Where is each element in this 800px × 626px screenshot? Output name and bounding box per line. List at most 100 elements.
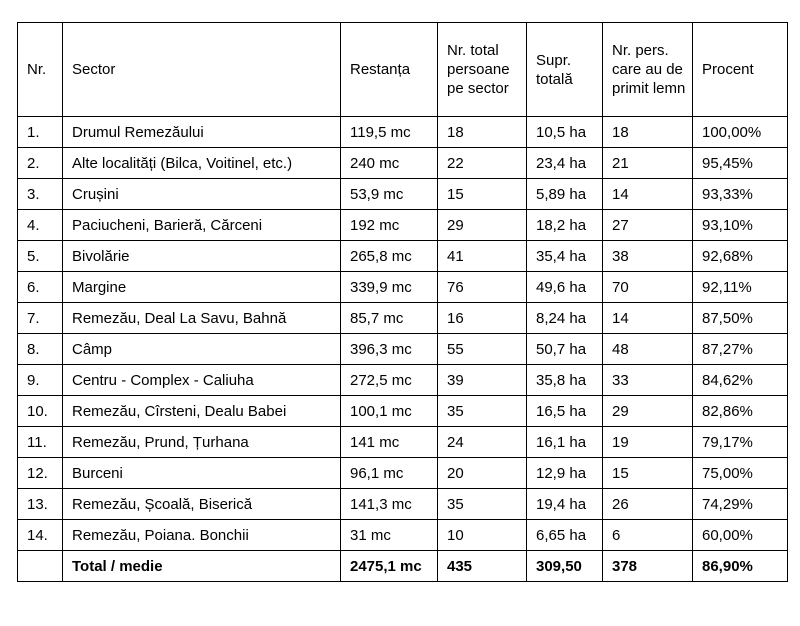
cell-percent: 84,62% bbox=[692, 364, 788, 396]
cell-sector: Bivolărie bbox=[62, 240, 341, 272]
cell-nr: 2. bbox=[17, 147, 63, 179]
header-total-area: Supr. totală bbox=[526, 22, 603, 117]
header-persons-to-receive: Nr. pers. care au de primit lemn bbox=[602, 22, 693, 117]
cell-persons-to-receive: 15 bbox=[602, 457, 693, 489]
cell-sector: Paciucheni, Barieră, Cărceni bbox=[62, 209, 341, 241]
cell-total-persons: 16 bbox=[437, 302, 527, 334]
cell-nr: 12. bbox=[17, 457, 63, 489]
cell-percent: 87,50% bbox=[692, 302, 788, 334]
cell-sector: Remezău, Școală, Biserică bbox=[62, 488, 341, 520]
cell-total-persons: 29 bbox=[437, 209, 527, 241]
header-restanta: Restanța bbox=[340, 22, 438, 117]
cell-total-area: 19,4 ha bbox=[526, 488, 603, 520]
cell-percent: 100,00% bbox=[692, 116, 788, 148]
cell-percent: 82,86% bbox=[692, 395, 788, 427]
cell-restanta: 265,8 mc bbox=[340, 240, 438, 272]
table-row: 12. Burceni 96,1 mc 20 12,9 ha 15 75,00% bbox=[17, 457, 788, 489]
header-percent: Procent bbox=[692, 22, 788, 117]
cell-restanta: 339,9 mc bbox=[340, 271, 438, 303]
cell-total-persons: 22 bbox=[437, 147, 527, 179]
cell-persons-to-receive: 19 bbox=[602, 426, 693, 458]
cell-sector: Remezău, Cîrsteni, Dealu Babei bbox=[62, 395, 341, 427]
cell-total-area: 8,24 ha bbox=[526, 302, 603, 334]
cell-sector: Burceni bbox=[62, 457, 341, 489]
table-row: 5. Bivolărie 265,8 mc 41 35,4 ha 38 92,68% bbox=[17, 240, 788, 272]
cell-persons-to-receive: 33 bbox=[602, 364, 693, 396]
cell-total-persons: 20 bbox=[437, 457, 527, 489]
table-row: 4. Paciucheni, Barieră, Cărceni 192 mc 29 18… bbox=[17, 209, 788, 241]
table-row: 2. Alte localități (Bilca, Voitinel, etc.… bbox=[17, 147, 788, 179]
cell-persons-to-receive: 48 bbox=[602, 333, 693, 365]
cell-total-persons: 15 bbox=[437, 178, 527, 210]
cell-total-persons: 41 bbox=[437, 240, 527, 272]
cell-sector: Crușini bbox=[62, 178, 341, 210]
cell-persons-to-receive: 18 bbox=[602, 116, 693, 148]
cell-percent: 87,27% bbox=[692, 333, 788, 365]
cell-restanta: 31 mc bbox=[340, 519, 438, 551]
cell-percent: 86,90% bbox=[692, 550, 788, 582]
cell-total-persons: 76 bbox=[437, 271, 527, 303]
cell-persons-to-receive: 21 bbox=[602, 147, 693, 179]
cell-total-persons: 18 bbox=[437, 116, 527, 148]
cell-total-persons: 435 bbox=[437, 550, 527, 582]
cell-restanta: 53,9 mc bbox=[340, 178, 438, 210]
cell-restanta: 2475,1 mc bbox=[340, 550, 438, 582]
cell-restanta: 119,5 mc bbox=[340, 116, 438, 148]
cell-sector: Remezău, Prund, Țurhana bbox=[62, 426, 341, 458]
cell-nr: 8. bbox=[17, 333, 63, 365]
cell-sector: Margine bbox=[62, 271, 341, 303]
header-row: Nr. Sector Restanța Nr. total persoane p… bbox=[17, 22, 788, 117]
total-row: Total / medie 2475,1 mc 435 309,50 378 86,90% bbox=[17, 550, 788, 582]
cell-nr: 5. bbox=[17, 240, 63, 272]
cell-nr: 7. bbox=[17, 302, 63, 334]
cell-nr: 10. bbox=[17, 395, 63, 427]
cell-sector: Alte localități (Bilca, Voitinel, etc.) bbox=[62, 147, 341, 179]
cell-percent: 93,10% bbox=[692, 209, 788, 241]
cell-total-persons: 10 bbox=[437, 519, 527, 551]
header-total-persons: Nr. total persoane pe sector bbox=[437, 22, 527, 117]
cell-nr: 9. bbox=[17, 364, 63, 396]
table-row: 1. Drumul Remezăului 119,5 mc 18 10,5 ha 18 10… bbox=[17, 116, 788, 148]
cell-restanta: 240 mc bbox=[340, 147, 438, 179]
cell-total-area: 23,4 ha bbox=[526, 147, 603, 179]
cell-total-area: 5,89 ha bbox=[526, 178, 603, 210]
table-row: 7. Remezău, Deal La Savu, Bahnă 85,7 mc 16 8… bbox=[17, 302, 788, 334]
cell-sector: Remezău, Deal La Savu, Bahnă bbox=[62, 302, 341, 334]
cell-total-persons: 55 bbox=[437, 333, 527, 365]
table-row: 9. Centru - Complex - Caliuha 272,5 mc 39 35… bbox=[17, 364, 788, 396]
cell-restanta: 85,7 mc bbox=[340, 302, 438, 334]
cell-persons-to-receive: 27 bbox=[602, 209, 693, 241]
cell-restanta: 141,3 mc bbox=[340, 488, 438, 520]
table-row: 11. Remezău, Prund, Țurhana 141 mc 24 16,1 h… bbox=[17, 426, 788, 458]
header-nr: Nr. bbox=[17, 22, 63, 117]
cell-persons-to-receive: 29 bbox=[602, 395, 693, 427]
cell-restanta: 96,1 mc bbox=[340, 457, 438, 489]
cell-restanta: 192 mc bbox=[340, 209, 438, 241]
cell-nr: 1. bbox=[17, 116, 63, 148]
cell-total-area: 6,65 ha bbox=[526, 519, 603, 551]
cell-restanta: 141 mc bbox=[340, 426, 438, 458]
sector-table: Nr. Sector Restanța Nr. total persoane p… bbox=[17, 22, 788, 582]
cell-total-area: 309,50 bbox=[526, 550, 603, 582]
cell-total-area: 50,7 ha bbox=[526, 333, 603, 365]
cell-persons-to-receive: 14 bbox=[602, 178, 693, 210]
cell-total-area: 12,9 ha bbox=[526, 457, 603, 489]
cell-total-persons: 35 bbox=[437, 488, 527, 520]
cell-sector: Câmp bbox=[62, 333, 341, 365]
cell-percent: 74,29% bbox=[692, 488, 788, 520]
cell-nr bbox=[17, 550, 63, 582]
cell-nr: 14. bbox=[17, 519, 63, 551]
table-row: 10. Remezău, Cîrsteni, Dealu Babei 100,1 m… bbox=[17, 395, 788, 427]
cell-restanta: 272,5 mc bbox=[340, 364, 438, 396]
cell-nr: 6. bbox=[17, 271, 63, 303]
table-row: 14. Remezău, Poiana. Bonchii 31 mc 10 6,65 h… bbox=[17, 519, 788, 551]
table-row: 8. Câmp 396,3 mc 55 50,7 ha 48 87,27% bbox=[17, 333, 788, 365]
cell-restanta: 100,1 mc bbox=[340, 395, 438, 427]
header-sector: Sector bbox=[62, 22, 341, 117]
cell-total-area: 35,8 ha bbox=[526, 364, 603, 396]
cell-sector: Total / medie bbox=[62, 550, 341, 582]
cell-persons-to-receive: 378 bbox=[602, 550, 693, 582]
cell-persons-to-receive: 26 bbox=[602, 488, 693, 520]
cell-nr: 4. bbox=[17, 209, 63, 241]
cell-sector: Remezău, Poiana. Bonchii bbox=[62, 519, 341, 551]
